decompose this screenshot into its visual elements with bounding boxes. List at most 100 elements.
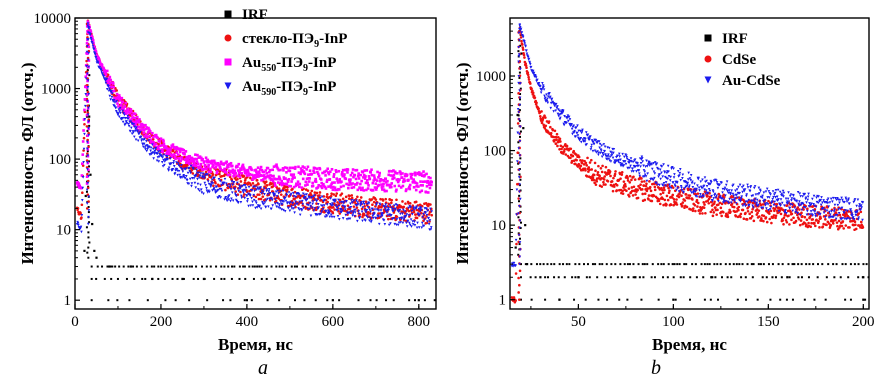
legend-marker <box>704 76 712 84</box>
data-point <box>81 191 84 194</box>
data-point <box>341 171 344 174</box>
data-point <box>383 205 386 209</box>
data-point <box>380 188 384 191</box>
data-point <box>407 206 410 210</box>
irf-point <box>260 277 263 280</box>
data-point <box>516 107 520 111</box>
data-point <box>145 139 148 143</box>
data-point <box>428 186 432 190</box>
data-point <box>703 203 706 206</box>
data-point <box>579 137 583 140</box>
data-point <box>162 158 165 162</box>
data-point <box>615 183 619 187</box>
data-point <box>359 204 362 207</box>
data-point <box>402 217 406 221</box>
data-point <box>304 184 307 187</box>
irf-point <box>728 263 731 266</box>
data-point <box>308 201 312 205</box>
data-point <box>275 165 279 169</box>
data-point <box>158 150 162 153</box>
data-point <box>121 100 125 104</box>
data-point <box>87 120 90 123</box>
data-point <box>242 174 246 178</box>
irf-point <box>385 299 388 302</box>
data-point <box>86 72 89 75</box>
data-point <box>592 173 596 177</box>
data-point <box>821 225 825 229</box>
irf-point <box>689 276 692 279</box>
irf-point <box>865 263 868 266</box>
irf-point <box>275 265 278 268</box>
data-point <box>857 205 861 209</box>
data-point <box>243 184 247 187</box>
data-point <box>294 200 297 203</box>
data-point <box>816 201 820 205</box>
data-point <box>818 212 822 216</box>
irf-point <box>821 263 824 266</box>
data-point <box>595 151 598 154</box>
data-point <box>745 194 748 198</box>
data-point <box>825 209 829 213</box>
data-point <box>113 104 116 108</box>
data-point <box>809 225 812 228</box>
data-point <box>293 197 296 201</box>
data-point <box>76 206 80 210</box>
irf-point <box>87 246 90 249</box>
irf-point <box>558 298 561 301</box>
data-point <box>265 188 269 191</box>
data-point <box>263 193 266 196</box>
data-point <box>860 206 863 209</box>
x-axis-title: Время, нс <box>652 335 727 354</box>
data-point <box>564 153 568 156</box>
data-point <box>351 214 354 217</box>
data-point <box>593 149 597 153</box>
irf-point <box>614 263 617 266</box>
data-point <box>157 155 161 159</box>
data-point <box>350 196 354 200</box>
data-point <box>389 222 392 225</box>
data-point <box>832 210 836 213</box>
data-point <box>694 190 697 194</box>
data-point <box>805 201 808 204</box>
irf-point <box>230 277 233 280</box>
irf-point <box>222 299 225 302</box>
data-point <box>606 155 610 158</box>
data-point <box>830 210 833 213</box>
data-point <box>148 145 151 149</box>
irf-point <box>857 276 860 279</box>
data-point <box>210 162 213 165</box>
data-point <box>175 151 179 154</box>
data-point <box>86 134 89 138</box>
irf-point <box>849 298 852 301</box>
data-point <box>385 211 389 215</box>
data-point <box>711 199 714 203</box>
data-point <box>108 87 111 90</box>
data-point <box>765 207 768 210</box>
data-point <box>183 155 186 159</box>
data-point <box>765 202 769 205</box>
data-point <box>395 215 399 218</box>
data-point <box>541 81 544 85</box>
data-point <box>547 120 551 123</box>
data-point <box>277 175 281 179</box>
data-point <box>104 71 107 75</box>
data-point <box>257 197 261 201</box>
data-point <box>399 172 403 176</box>
data-point <box>392 217 396 220</box>
y-tick-label: 1000 <box>476 69 506 85</box>
data-point <box>292 173 296 176</box>
data-point <box>545 93 548 96</box>
irf-point <box>150 265 153 268</box>
data-point <box>672 167 675 170</box>
data-point <box>149 146 153 150</box>
data-point <box>693 187 697 191</box>
data-point <box>348 211 351 215</box>
data-point <box>628 195 631 198</box>
data-point <box>660 171 663 175</box>
data-point <box>688 194 692 197</box>
data-point <box>557 113 561 117</box>
data-point <box>336 181 340 184</box>
data-point <box>227 194 231 197</box>
data-point <box>554 102 558 106</box>
